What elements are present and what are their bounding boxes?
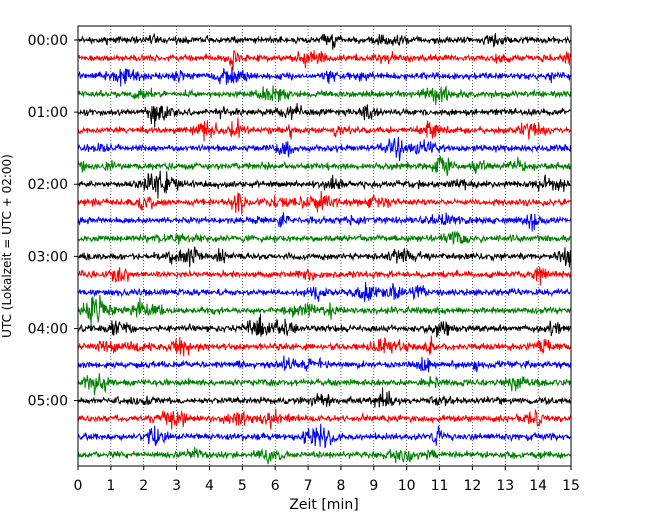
x-tick-label: 7 [304, 478, 313, 494]
trace-row [77, 117, 572, 142]
trace-row [77, 266, 572, 286]
x-tick-label: 13 [496, 478, 514, 494]
trace-row [77, 313, 572, 338]
x-tick-label: 3 [172, 478, 181, 494]
trace-row [77, 246, 572, 268]
trace-row [77, 230, 572, 246]
x-tick-label: 11 [431, 478, 449, 494]
y-tick-label: 04:00 [28, 321, 68, 337]
trace-row [77, 423, 572, 449]
x-tick-label: 9 [369, 478, 378, 494]
y-tick-label: 00:00 [28, 33, 68, 49]
trace-row [77, 66, 572, 87]
trace-row [77, 294, 572, 327]
grid-lines [110, 26, 539, 466]
x-tick-label: 12 [463, 478, 481, 494]
x-tick-label: 2 [139, 478, 148, 494]
y-axis-ticks: 00:00 01:00 02:00 03:00 04:00 05:00 [28, 33, 78, 410]
x-tick-label: 1 [106, 478, 115, 494]
y-tick-label: 02:00 [28, 177, 68, 193]
x-tick-label: 0 [74, 478, 83, 494]
trace-row [77, 170, 572, 199]
x-tick-label: 5 [238, 478, 247, 494]
y-tick-label: 05:00 [28, 394, 68, 410]
y-tick-label: 03:00 [28, 249, 68, 265]
trace-row [77, 103, 572, 128]
trace-row [77, 136, 572, 162]
x-axis-ticks: 0 1 2 3 4 5 6 7 8 9 10 11 12 13 14 15 [74, 466, 580, 494]
trace-row [77, 33, 572, 50]
trace-row [77, 355, 572, 373]
trace-row [77, 408, 572, 430]
plot-background [78, 26, 571, 466]
trace-row [77, 281, 572, 302]
trace-row [77, 446, 572, 465]
x-tick-label: 15 [562, 478, 580, 494]
x-tick-label: 4 [205, 478, 214, 494]
trace-row [77, 373, 572, 396]
x-tick-label: 6 [271, 478, 280, 494]
trace-row [77, 50, 572, 71]
plot-frame [77, 25, 572, 467]
seismic-traces [77, 33, 572, 465]
y-tick-label: 01:00 [28, 105, 68, 121]
x-axis-label: Zeit [min] [289, 497, 358, 513]
trace-row [77, 85, 572, 106]
x-tick-label: 8 [336, 478, 345, 494]
y-axis-label: UTC (Lokalzeit = UTC + 02:00) [0, 154, 14, 338]
trace-row [77, 191, 572, 215]
x-tick-label: 10 [398, 478, 416, 494]
x-tick-label: 14 [529, 478, 547, 494]
trace-row [77, 335, 572, 357]
trace-row [77, 212, 572, 232]
trace-row [77, 155, 572, 177]
trace-row [77, 387, 572, 408]
